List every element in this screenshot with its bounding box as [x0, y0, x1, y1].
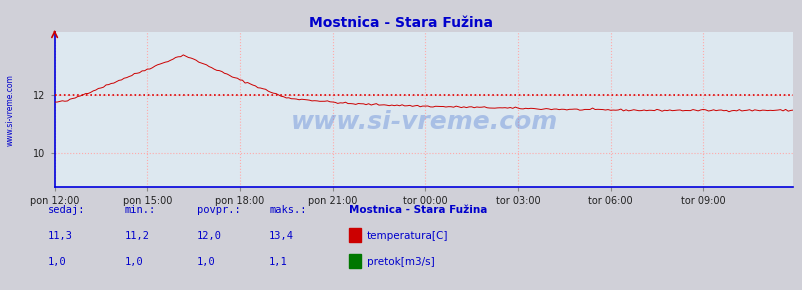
Text: 13,4: 13,4	[269, 231, 294, 241]
Text: 12,0: 12,0	[196, 231, 221, 241]
Text: www.si-vreme.com: www.si-vreme.com	[6, 74, 15, 146]
Text: sedaj:: sedaj:	[48, 205, 86, 215]
Text: 11,3: 11,3	[48, 231, 73, 241]
Text: 1,0: 1,0	[196, 257, 215, 267]
Text: 1,0: 1,0	[124, 257, 143, 267]
Text: Mostnica - Stara Fužina: Mostnica - Stara Fužina	[309, 16, 493, 30]
Text: Mostnica - Stara Fužina: Mostnica - Stara Fužina	[349, 205, 487, 215]
Text: 1,1: 1,1	[269, 257, 287, 267]
Text: temperatura[C]: temperatura[C]	[367, 231, 448, 241]
Text: povpr.:: povpr.:	[196, 205, 240, 215]
Text: maks.:: maks.:	[269, 205, 306, 215]
Text: min.:: min.:	[124, 205, 156, 215]
Text: www.si-vreme.com: www.si-vreme.com	[290, 110, 557, 134]
Text: pretok[m3/s]: pretok[m3/s]	[367, 257, 434, 267]
Text: 11,2: 11,2	[124, 231, 149, 241]
Text: 1,0: 1,0	[48, 257, 67, 267]
